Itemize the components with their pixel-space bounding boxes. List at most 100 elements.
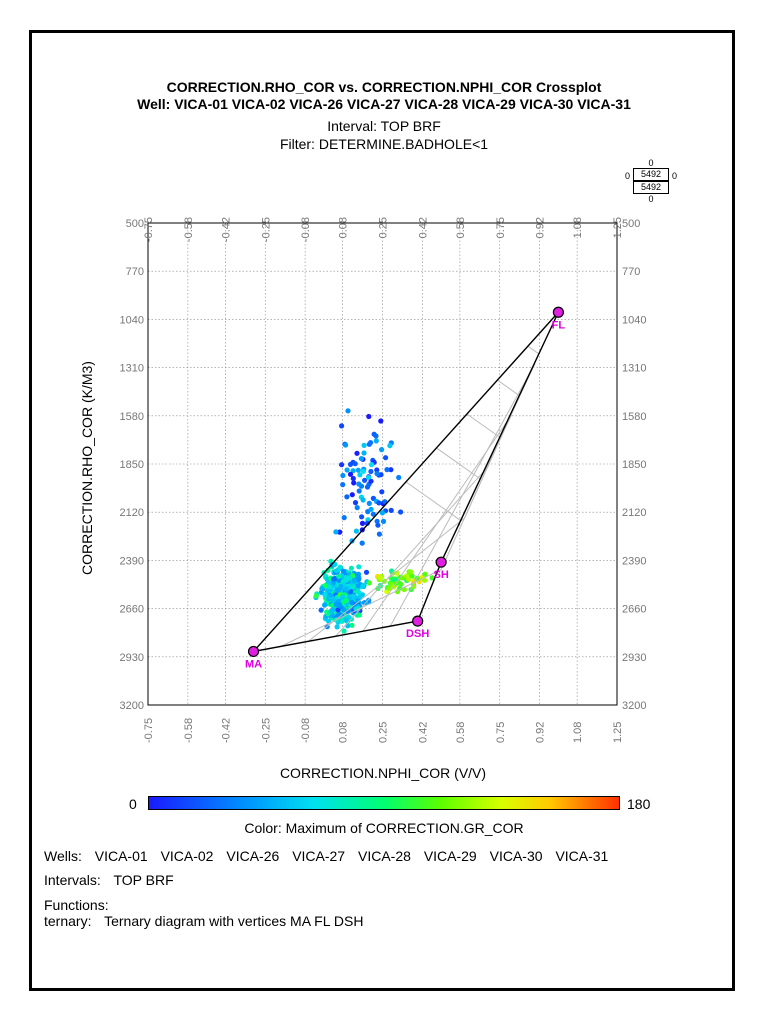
y-tick-label-right: 2120 [622,507,646,519]
x-tick-label-top: -0.58 [183,217,195,242]
data-point [422,571,428,577]
data-point [380,518,387,525]
y-tick-label-right: 2930 [622,652,646,664]
data-point [325,588,331,594]
x-tick-label-top: 0.92 [535,217,547,238]
y-tick-label-right: 3200 [622,700,646,712]
data-point [356,481,362,487]
ternary-mesh-line [497,379,520,396]
ternary-line: ternary: Ternary diagram with vertices M… [44,913,363,929]
data-point [377,582,383,589]
vertex-marker [552,306,564,318]
well-item: VICA-27 [292,848,346,864]
y-tick-label-right: 2660 [622,604,646,616]
data-point [343,617,349,623]
y-axis-label: CORRECTION.RHO_COR (K/M3) [79,361,95,575]
x-tick-label-bottom: -0.58 [183,718,195,743]
data-point [328,592,334,599]
y-tick-label-right: 1850 [622,459,646,471]
data-point [343,597,349,604]
crossplot: -0.75 -0.75 -0.58 -0.58 -0.42 -0.42 -0.25 -0.25… [79,217,646,781]
data-point [396,474,402,481]
intervals-label: Intervals: [44,872,101,888]
y-tick-label-right: 2390 [622,555,646,567]
data-points [313,408,435,634]
report-frame [29,30,735,991]
data-point [361,600,367,606]
y-tick-label-right: 1310 [622,363,646,375]
data-point [348,565,354,571]
ternary-description: Ternary diagram with vertices MA FL DSH [104,913,364,929]
data-point [378,418,384,424]
chart-subtitle-wells: Well: VICA-01 VICA-02 VICA-26 VICA-27 VI… [137,96,631,112]
x-axis-label: CORRECTION.NPHI_COR (V/V) [280,765,486,781]
data-point [344,494,350,500]
well-item: VICA-31 [555,848,609,864]
data-point [389,568,395,574]
data-point [368,440,374,446]
data-point [368,478,374,484]
data-point [388,467,394,473]
plot-area-border [147,222,618,706]
x-tick-label-top: -0.25 [260,217,272,242]
data-point [364,520,370,526]
colorbar-max: 180 [627,796,651,812]
data-point [347,471,354,477]
data-point [363,569,370,575]
data-point [405,577,411,583]
data-point [341,628,347,634]
data-point [409,573,415,579]
counter-value-2: 5492 [633,181,669,194]
ternary-mesh [280,345,540,647]
data-point [388,507,394,513]
data-point [344,467,350,473]
x-tick-label-bottom: 0.25 [378,722,390,743]
chart-title: CORRECTION.RHO_COR vs. CORRECTION.NPHI_C… [166,79,602,95]
counter-right: 0 [671,171,677,181]
data-point [370,511,376,517]
x-tick-label-bottom: -0.25 [260,718,272,743]
ternary-mesh-line [466,413,501,438]
data-point [357,472,363,478]
data-point [318,607,324,613]
data-point [354,505,360,511]
counter-left: 0 [625,171,631,181]
data-point [331,597,337,603]
x-tick-label-bottom: -0.08 [300,718,312,743]
data-point [337,601,343,608]
ternary-edge [440,311,560,563]
data-point [354,450,360,456]
y-tick-label-left: 2930 [120,652,144,664]
x-tick-label-top: 0.08 [338,217,350,238]
data-point [313,593,319,599]
data-point [386,585,392,591]
data-point [353,528,359,534]
data-point [349,622,355,628]
data-point [340,472,346,479]
vertex-label: DSH [406,628,429,640]
data-point [331,576,337,582]
y-tick-label-left: 1580 [120,411,144,423]
y-tick-label-left: 1850 [120,459,144,471]
data-point [336,573,342,579]
data-point [408,569,414,575]
data-point [356,564,362,570]
data-point [379,489,385,495]
functions-label: Functions: [44,897,109,913]
data-point [356,488,362,494]
data-point [319,586,325,592]
ternary-polygon [253,311,560,653]
x-tick-label-top: -0.75 [143,217,155,242]
y-tick-label-right: 500 [622,218,640,230]
y-tick-label-left: 2390 [120,555,144,567]
data-point [345,408,351,414]
data-point [366,580,372,586]
well-item: VICA-02 [160,848,214,864]
data-point [398,509,404,515]
x-tick-label-bottom: 0.08 [338,722,350,743]
chart-interval: Interval: TOP BRF [327,118,441,134]
data-point [375,522,381,528]
data-point [344,577,350,583]
x-tick-label-bottom: 1.08 [572,722,584,743]
data-point [360,497,366,503]
